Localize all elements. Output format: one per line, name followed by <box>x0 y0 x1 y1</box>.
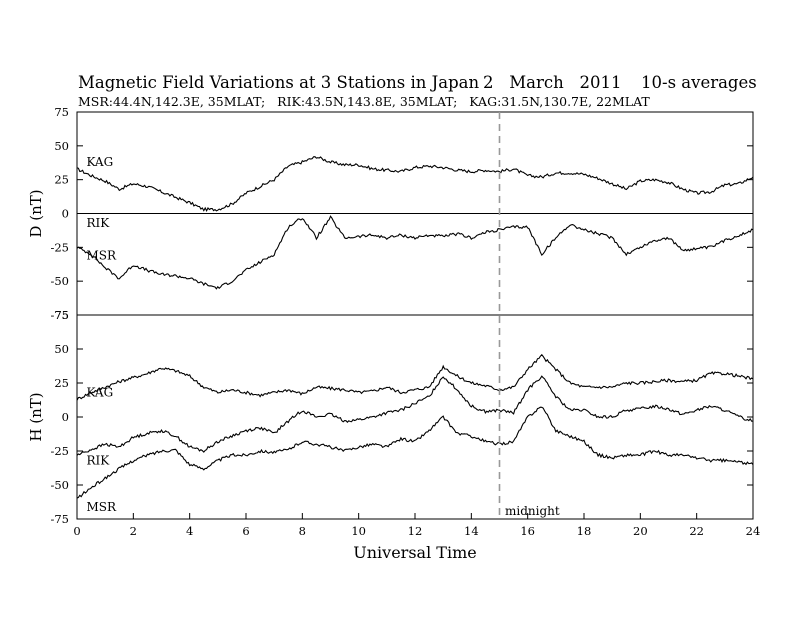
y-tick-label: -50 <box>50 478 69 492</box>
x-tick-label: 22 <box>689 524 704 538</box>
y-tick-label: 0 <box>62 410 69 424</box>
station-label-rik: RIK <box>86 216 110 230</box>
x-tick-label: 18 <box>577 524 592 538</box>
series-line-D-rikmsr <box>76 215 754 290</box>
y-tick-label: 0 <box>62 207 69 221</box>
series-line-H-msr <box>76 406 754 499</box>
x-tick-label: 8 <box>299 524 306 538</box>
series-line-H-kag <box>76 353 754 401</box>
x-tick-label: 0 <box>73 524 80 538</box>
x-tick-label: 24 <box>746 524 761 538</box>
series-line-H-rik <box>76 375 754 456</box>
y-tick-label: 25 <box>54 173 69 187</box>
x-tick-label: 10 <box>351 524 366 538</box>
x-tick-label: 6 <box>242 524 249 538</box>
x-tick-label: 16 <box>520 524 535 538</box>
x-tick-label: 2 <box>130 524 137 538</box>
chart-averaging: 10-s averages <box>641 73 757 92</box>
x-tick-label: 20 <box>633 524 648 538</box>
panel-frame-H <box>76 314 754 520</box>
station-label-msr: MSR <box>86 500 117 514</box>
station-label-rik: RIK <box>86 454 110 468</box>
x-axis-label: Universal Time <box>353 543 476 562</box>
x-tick-label: 4 <box>186 524 193 538</box>
y-tick-label: 25 <box>54 376 69 390</box>
y-tick-label: -75 <box>50 308 69 322</box>
chart-title: Magnetic Field Variations at 3 Stations … <box>78 73 479 92</box>
station-label-msr: MSR <box>86 248 117 262</box>
x-tick-label: 14 <box>464 524 479 538</box>
y-tick-label: 50 <box>54 342 69 356</box>
y-tick-label: -25 <box>50 444 69 458</box>
station-label-kag: KAG <box>86 155 113 169</box>
y-tick-label: 50 <box>54 139 69 153</box>
x-tick-label: 12 <box>408 524 423 538</box>
y-tick-label: 75 <box>54 105 69 119</box>
y-tick-label: -25 <box>50 240 69 254</box>
chart-date: 2 March 2011 <box>483 73 621 92</box>
y-axis-label-H: H (nT) <box>27 392 45 441</box>
y-tick-label: 75 <box>54 308 69 322</box>
y-tick-label: -50 <box>50 274 69 288</box>
y-tick-label: -75 <box>50 512 69 526</box>
station-label-kag: KAG <box>86 386 113 400</box>
series-line-D-kag <box>76 156 754 213</box>
chart-marks: 75 50 25 0 -25 -50 -75 D (nT) KAG RIK MSR 75 50 25 0 -2… <box>27 105 760 538</box>
midnight-label: midnight <box>505 504 560 518</box>
chart-subtitle: MSR:44.4N,142.3E, 35MLAT; RIK:43.5N,143.… <box>78 94 650 109</box>
y-axis-label-D: D (nT) <box>27 189 45 237</box>
